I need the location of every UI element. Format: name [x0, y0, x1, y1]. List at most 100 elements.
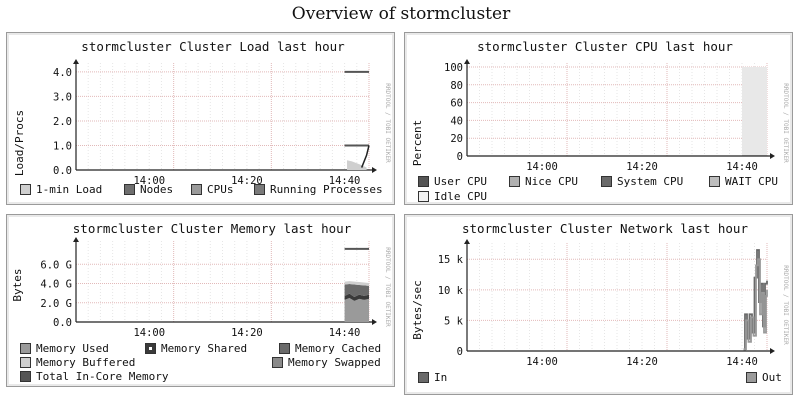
y-tick-label: 1.0 — [53, 140, 72, 152]
network-graph-panel[interactable]: stormcluster Cluster Network last hour B… — [404, 214, 793, 395]
y-tick-label: 0.0 — [53, 165, 72, 177]
legend-label: Total In-Core Memory — [36, 370, 169, 383]
x-axis-arrow — [372, 319, 377, 325]
cpu-chart-title: stormcluster Cluster CPU last hour — [477, 39, 733, 54]
load-y-axis-label: Load/Procs — [13, 110, 26, 176]
y-tick-label: 10 k — [438, 285, 464, 297]
legend-swatch — [418, 191, 429, 202]
y-tick-label: 0.0 — [53, 317, 72, 329]
x-tick-label: 14:40 — [726, 161, 758, 173]
y-tick-label: 4.0 — [53, 67, 72, 79]
legend-item-memory-swapped: Memory Swapped — [272, 356, 381, 369]
legend-label: Out — [762, 371, 782, 384]
y-tick-label: 2.0 G — [40, 298, 72, 310]
y-tick-label: 3.0 — [53, 91, 72, 103]
legend-swatch — [20, 357, 31, 368]
cpu-graph-panel[interactable]: stormcluster Cluster CPU last hour Perce… — [404, 32, 793, 205]
legend-swatch — [20, 371, 31, 382]
x-tick-label: 14:40 — [329, 175, 361, 187]
page-title: Overview of stormcluster — [291, 4, 511, 24]
network-chart: stormcluster Cluster Network last hour B… — [411, 221, 789, 368]
rrdtool-watermark: RRDTOOL / TOBI OETIKER — [384, 83, 391, 163]
legend-item-total-in-core-memory: Total In-Core Memory — [20, 370, 168, 383]
legend-swatch — [509, 176, 520, 187]
y-tick-label: 80 — [450, 80, 463, 92]
y-tick-label: 4.0 G — [40, 279, 72, 291]
x-tick-label: 14:40 — [329, 327, 361, 339]
legend-label: Nice CPU — [525, 175, 578, 188]
x-tick-label: 14:40 — [726, 356, 758, 368]
legend-label: Running Processes — [270, 183, 383, 196]
memory-chart-title: stormcluster Cluster Memory last hour — [73, 221, 352, 236]
x-axis-arrow — [770, 153, 775, 159]
x-tick-label: 14:00 — [526, 161, 558, 173]
legend-label: WAIT CPU — [725, 175, 778, 188]
legend-item-system-cpu: System CPU — [601, 175, 683, 188]
legend-swatch — [272, 357, 283, 368]
legend-swatch — [418, 176, 429, 187]
load-chart: stormcluster Cluster Load last hour Load… — [13, 39, 391, 187]
legend-label: Memory Swapped — [288, 356, 381, 369]
legend-item-nice-cpu: Nice CPU — [509, 175, 578, 188]
legend-label: 1-min Load — [36, 183, 103, 196]
y-tick-label: 100 — [444, 62, 463, 74]
legend-item-user-cpu: User CPU — [418, 175, 487, 188]
legend-swatch — [746, 372, 757, 383]
series-out — [743, 258, 768, 351]
memory-y-axis-label: Bytes — [11, 268, 24, 301]
x-tick-label: 14:20 — [231, 327, 263, 339]
legend-item-wait-cpu: WAIT CPU — [709, 175, 778, 188]
y-axis-arrow — [73, 59, 79, 64]
x-axis-arrow — [770, 348, 775, 354]
legend-item-memory-cached: Memory Cached — [279, 342, 381, 355]
load-chart-title: stormcluster Cluster Load last hour — [81, 39, 345, 54]
legend-item-nodes: Nodes — [124, 183, 173, 196]
series-memory-cached — [344, 283, 369, 297]
rrdtool-watermark: RRDTOOL / TOBI OETIKER — [782, 83, 789, 163]
memory-chart: stormcluster Cluster Memory last hour By… — [11, 221, 391, 339]
y-tick-label: 15 k — [438, 254, 464, 266]
memory-graph-panel[interactable]: stormcluster Cluster Memory last hour By… — [6, 214, 395, 387]
series-memory-shared — [344, 293, 369, 301]
legend-label: User CPU — [434, 175, 487, 188]
x-axis-arrow — [372, 167, 377, 173]
legend-item-idle-cpu: Idle CPU — [418, 190, 487, 203]
network-y-axis-label: Bytes/sec — [411, 280, 424, 340]
legend-label: Memory Cached — [295, 342, 382, 355]
legend-swatch — [20, 184, 31, 195]
legend-item-memory-used: Memory Used — [20, 342, 109, 355]
y-tick-label: 2.0 — [53, 116, 72, 128]
x-tick-label: 14:20 — [626, 356, 658, 368]
load-graph-panel[interactable]: stormcluster Cluster Load last hour Load… — [6, 32, 395, 205]
series-idle-cpu — [742, 67, 767, 156]
legend-swatch — [709, 176, 720, 187]
legend-label: Memory Shared — [161, 342, 248, 355]
legend-item-running-processes: Running Processes — [254, 183, 383, 196]
legend-swatch — [254, 184, 265, 195]
y-tick-label: 5 k — [444, 315, 464, 327]
y-tick-label: 40 — [450, 115, 463, 127]
legend-label: System CPU — [617, 175, 684, 188]
cpu-chart: stormcluster Cluster CPU last hour Perce… — [411, 39, 789, 173]
legend-swatch — [418, 372, 429, 383]
rrdtool-watermark: RRDTOOL / TOBI OETIKER — [384, 247, 391, 327]
legend-item-memory-buffered: Memory Buffered — [20, 356, 135, 369]
legend-item-cpus: CPUs — [191, 183, 234, 196]
legend-swatch — [601, 176, 612, 187]
x-tick-label: 14:00 — [133, 327, 165, 339]
legend-swatch — [124, 184, 135, 195]
network-chart-title: stormcluster Cluster Network last hour — [462, 221, 748, 236]
legend-label: CPUs — [207, 183, 234, 196]
series-user-cpu — [742, 155, 767, 156]
y-tick-label: 60 — [450, 98, 463, 110]
y-tick-label: 0 — [457, 151, 463, 163]
legend-swatch — [20, 343, 31, 354]
x-tick-label: 14:20 — [626, 161, 658, 173]
y-tick-label: 6.0 G — [40, 259, 72, 271]
legend-label: Idle CPU — [434, 190, 487, 203]
legend-swatch — [191, 184, 202, 195]
y-axis-arrow — [73, 237, 79, 242]
legend-item-in: In — [418, 371, 447, 384]
rrdtool-watermark: RRDTOOL / TOBI OETIKER — [782, 265, 789, 345]
